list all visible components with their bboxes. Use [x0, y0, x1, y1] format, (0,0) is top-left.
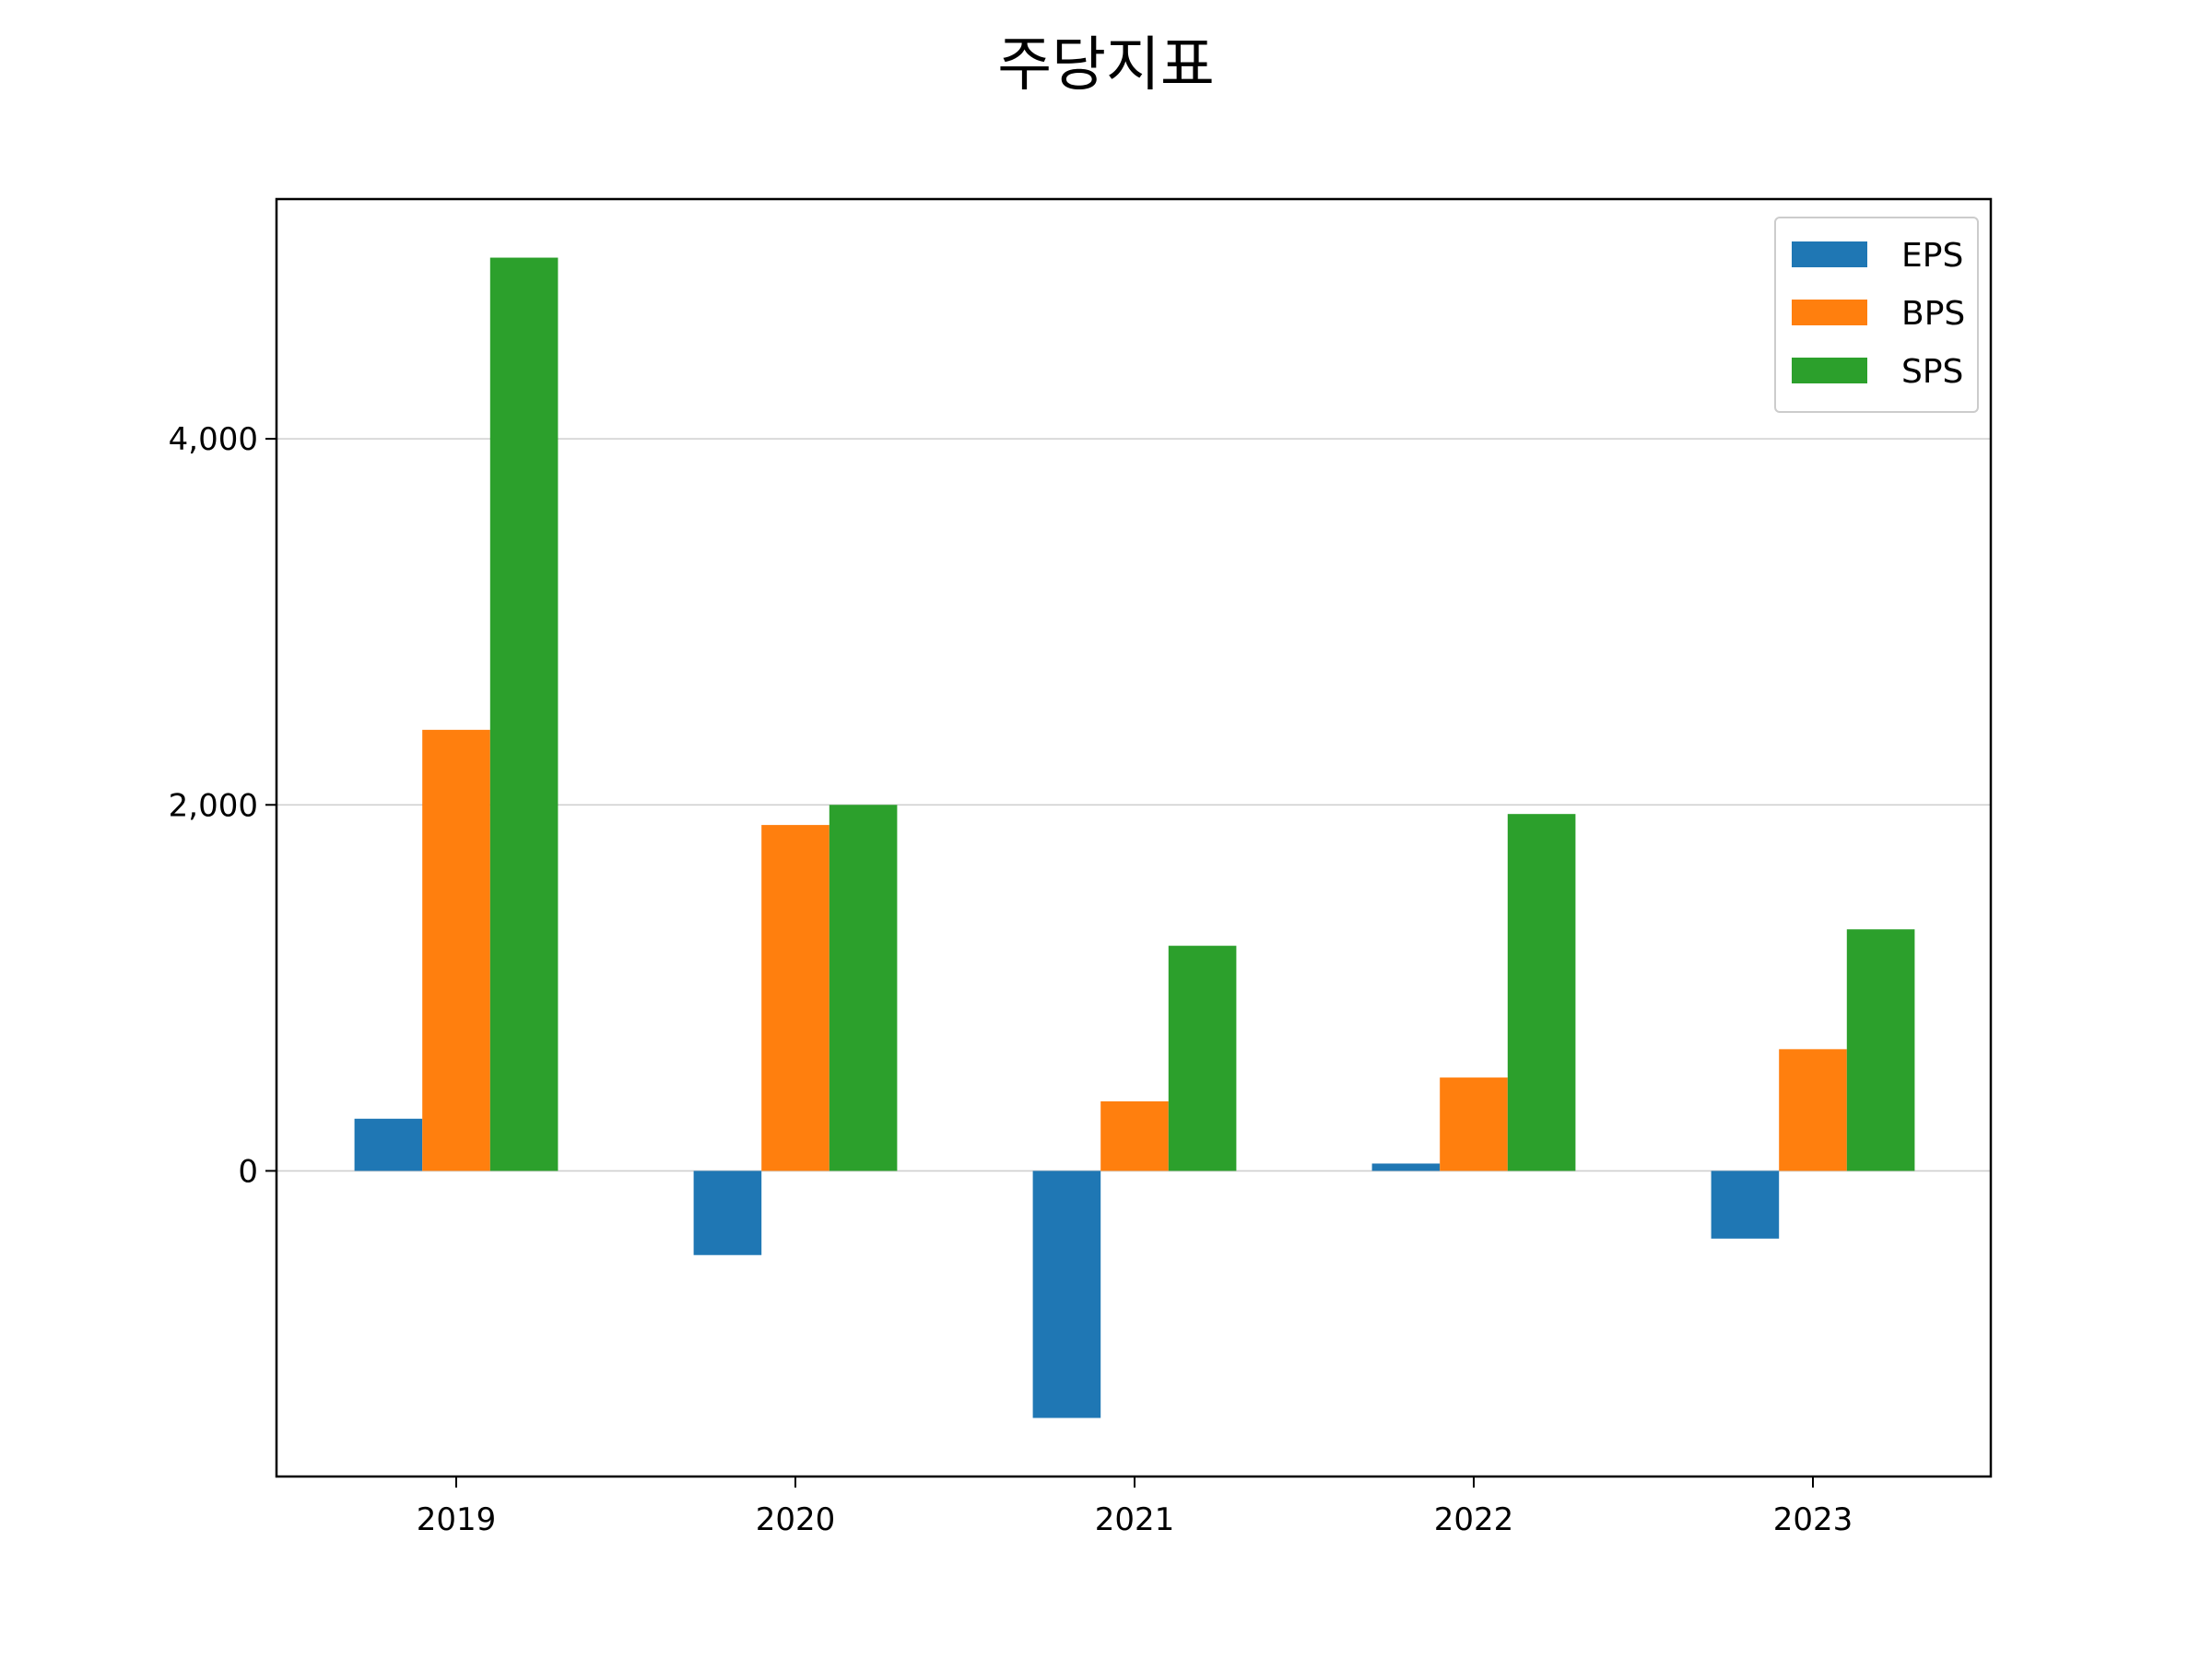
y-axis: 0 2,000 4,000: [169, 421, 276, 1190]
bar-sps-2019: [489, 257, 559, 1171]
bar-bps-2022: [1440, 1077, 1508, 1171]
legend-label-bps: BPS: [1901, 295, 1965, 333]
ytick-label-1: 2,000: [169, 787, 258, 824]
bar-sps-2021: [1168, 946, 1237, 1171]
legend-swatch-sps: [1792, 358, 1867, 383]
bar-eps-2021: [1032, 1171, 1101, 1418]
bar-sps-2023: [1846, 929, 1915, 1171]
bar-eps-2019: [354, 1118, 423, 1171]
xtick-label-2021: 2021: [1095, 1501, 1175, 1538]
xtick-label-2019: 2019: [417, 1501, 497, 1538]
ytick-label-2: 4,000: [169, 421, 258, 458]
bar-sps-2022: [1507, 814, 1576, 1171]
bars: [354, 257, 1915, 1418]
legend-label-sps: SPS: [1901, 353, 1963, 391]
legend-swatch-bps: [1792, 300, 1867, 325]
bar-bps-2020: [761, 825, 830, 1171]
bar-bps-2021: [1100, 1100, 1169, 1171]
xtick-label-2022: 2022: [1434, 1501, 1514, 1538]
chart-title: 주당지표: [997, 31, 1215, 100]
xtick-label-2020: 2020: [756, 1501, 836, 1538]
bar-bps-2023: [1779, 1049, 1847, 1171]
bar-eps-2023: [1711, 1171, 1780, 1239]
bar-eps-2020: [693, 1171, 762, 1255]
bar-sps-2020: [829, 805, 898, 1171]
bar-bps-2019: [422, 729, 490, 1171]
bar-eps-2022: [1371, 1163, 1441, 1171]
legend: EPS BPS SPS: [1774, 217, 1979, 413]
x-axis: 2019 2020 2021 2022 2023: [417, 1477, 1853, 1538]
legend-swatch-eps: [1792, 241, 1867, 267]
ytick-label-0: 0: [238, 1153, 258, 1190]
legend-label-eps: EPS: [1901, 237, 1963, 275]
xtick-label-2023: 2023: [1773, 1501, 1853, 1538]
